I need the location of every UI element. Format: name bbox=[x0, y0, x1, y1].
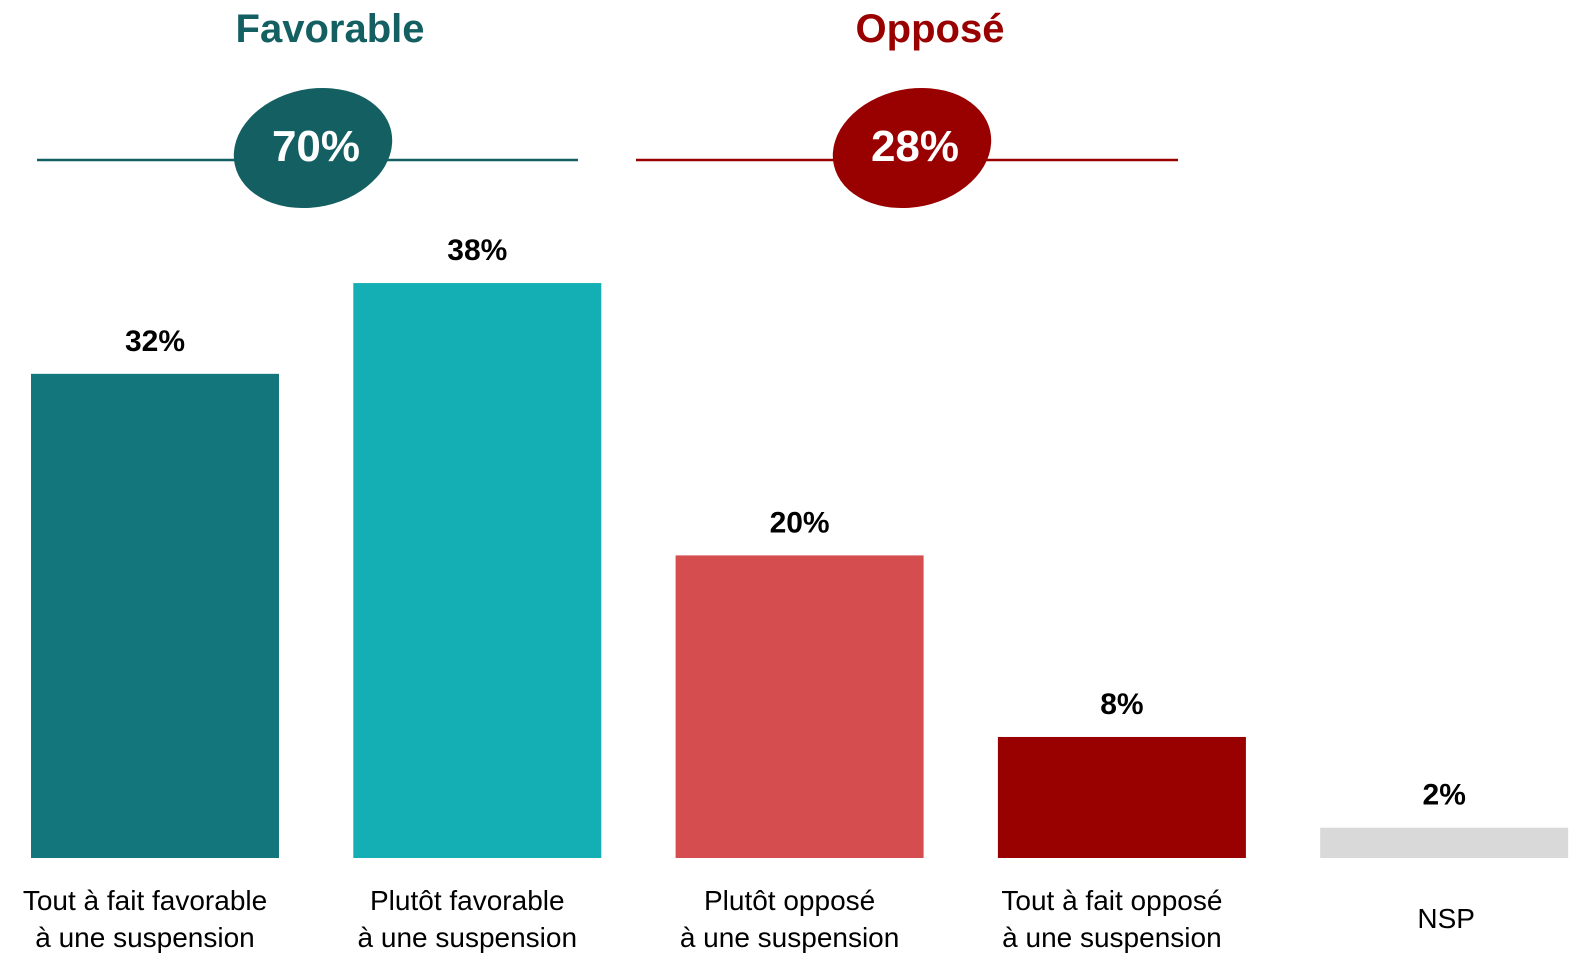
group-oppose: Opposé 28% bbox=[636, 7, 1178, 209]
value-label: 32% bbox=[125, 325, 185, 358]
group-total-favorable: 70% bbox=[272, 122, 360, 171]
value-label: 20% bbox=[770, 506, 830, 539]
category-label: à une suspension bbox=[1002, 922, 1222, 953]
group-total-oppose: 28% bbox=[871, 122, 959, 171]
group-favorable: Favorable 70% bbox=[37, 7, 578, 209]
value-label: 2% bbox=[1423, 779, 1466, 812]
category-label: à une suspension bbox=[680, 922, 900, 953]
bars: 32% Tout à fait favorable à une suspension… bbox=[23, 234, 1569, 953]
group-title-oppose: Opposé bbox=[856, 7, 1005, 51]
category-label: à une suspension bbox=[358, 922, 578, 953]
category-label: Plutôt opposé bbox=[704, 885, 875, 916]
value-label: 8% bbox=[1100, 688, 1143, 721]
group-total-badge-favorable bbox=[233, 87, 393, 209]
bar bbox=[353, 283, 602, 858]
category-label: Plutôt favorable bbox=[370, 885, 565, 916]
group-title-favorable: Favorable bbox=[236, 7, 425, 51]
bar bbox=[31, 373, 279, 858]
bar bbox=[675, 555, 924, 858]
group-total-badge-oppose bbox=[832, 87, 992, 209]
category-label: Tout à fait favorable bbox=[23, 885, 267, 916]
category-label: Tout à fait opposé bbox=[1001, 885, 1222, 916]
category-label: NSP bbox=[1417, 903, 1475, 934]
bar bbox=[997, 736, 1246, 858]
category-label: à une suspension bbox=[35, 922, 255, 953]
bar bbox=[1320, 827, 1569, 858]
value-label: 38% bbox=[447, 234, 507, 267]
